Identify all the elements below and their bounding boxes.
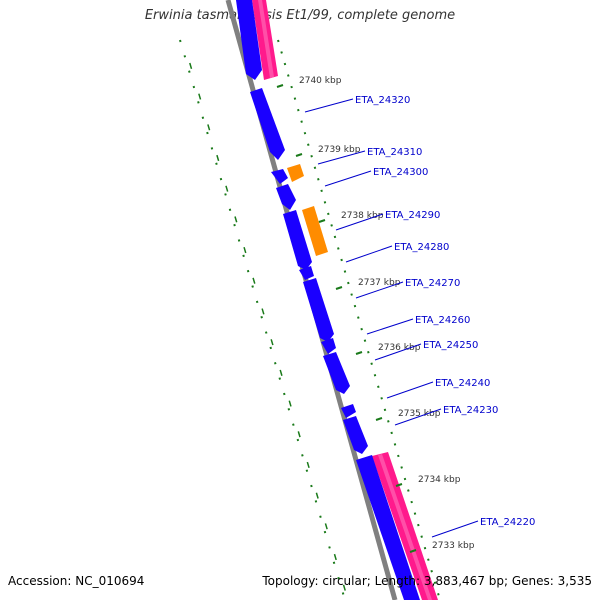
gene-label[interactable]: ETA_24250 bbox=[423, 340, 478, 351]
gene-label-leader bbox=[394, 408, 442, 426]
cds-3 bbox=[271, 169, 288, 184]
gene-labels: ETA_24320 ETA_24310 ETA_24300 ETA_24290 ETA_… bbox=[304, 95, 535, 538]
tick-mark bbox=[276, 84, 284, 88]
tick-label: 2740 kbp bbox=[299, 76, 342, 86]
cds-2 bbox=[250, 88, 285, 160]
gene-label[interactable]: ETA_24260 bbox=[415, 315, 470, 326]
gc-skew-track bbox=[179, 39, 346, 600]
tick-mark bbox=[409, 549, 417, 553]
gene-label-leader bbox=[386, 381, 434, 399]
gene-label-leader bbox=[374, 343, 422, 361]
gene-label-leader bbox=[335, 213, 384, 231]
tick-label: 2737 kbp bbox=[358, 278, 401, 288]
gene-label[interactable]: ETA_24280 bbox=[394, 242, 449, 253]
cds-7 bbox=[283, 210, 312, 270]
cds-track bbox=[236, 0, 420, 600]
cds-6 bbox=[302, 206, 328, 256]
tick-label: 2734 kbp bbox=[418, 475, 461, 485]
gene-label[interactable]: ETA_24290 bbox=[385, 210, 440, 221]
tick-mark bbox=[375, 417, 383, 421]
gene-label-leader bbox=[355, 281, 404, 299]
gene-label-leader bbox=[431, 520, 479, 538]
tick-label: 2735 kbp bbox=[398, 409, 441, 419]
cds-5 bbox=[287, 164, 304, 182]
cds-8 bbox=[299, 266, 314, 280]
gene-label[interactable]: ETA_24230 bbox=[443, 405, 498, 416]
gene-label-leader bbox=[304, 98, 354, 113]
gene-label-leader bbox=[366, 318, 414, 335]
tick-label: 2738 kbp bbox=[341, 211, 384, 221]
gene-label-leader bbox=[324, 170, 372, 187]
tick-mark bbox=[395, 483, 403, 487]
tick-label: 2739 kbp bbox=[318, 145, 361, 155]
gene-label-leader bbox=[345, 245, 393, 263]
gene-label[interactable]: ETA_24320 bbox=[355, 95, 410, 106]
gene-label[interactable]: ETA_24220 bbox=[480, 517, 535, 528]
cds-4 bbox=[276, 184, 296, 210]
tick-mark bbox=[335, 286, 343, 290]
cds-11 bbox=[323, 352, 350, 394]
gene-label[interactable]: ETA_24300 bbox=[373, 167, 428, 178]
cds-10 bbox=[321, 338, 336, 354]
summary-text: Topology: circular; Length: 3,883,467 bp… bbox=[262, 574, 592, 588]
tick-mark bbox=[295, 153, 303, 157]
tick-labels: 2740 kbp 2739 kbp 2738 kbp 2737 kbp 2736 kbp… bbox=[276, 76, 475, 553]
rna-feature-bottom bbox=[372, 452, 438, 600]
tick-track bbox=[277, 39, 441, 600]
tick-mark bbox=[355, 351, 363, 355]
rna-feature-top bbox=[252, 0, 278, 80]
gene-label-leader bbox=[317, 150, 366, 165]
cds-12 bbox=[341, 404, 356, 418]
cds-1 bbox=[236, 0, 262, 80]
gene-label[interactable]: ETA_24270 bbox=[405, 278, 460, 289]
gene-label[interactable]: ETA_24240 bbox=[435, 378, 490, 389]
map-title: Erwinia tasmaniensis Et1/99, complete ge… bbox=[144, 8, 456, 23]
tick-label: 2736 kbp bbox=[378, 343, 421, 353]
accession-text: Accession: NC_010694 bbox=[8, 574, 145, 588]
cds-14 bbox=[356, 455, 420, 600]
tick-label: 2733 kbp bbox=[432, 541, 475, 551]
cds-13 bbox=[343, 416, 368, 454]
cds-9 bbox=[303, 278, 334, 342]
gene-label[interactable]: ETA_24310 bbox=[367, 147, 422, 158]
tick-mark bbox=[318, 219, 326, 223]
